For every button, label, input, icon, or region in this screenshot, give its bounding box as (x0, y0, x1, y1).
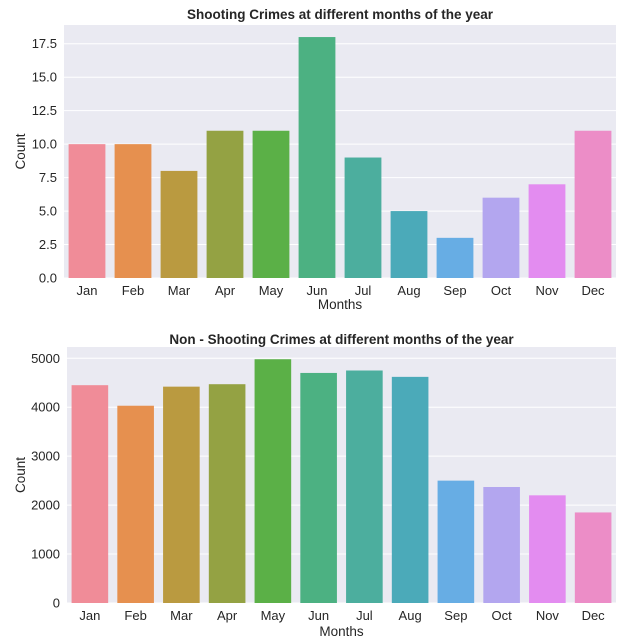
x-tick-label: May (261, 608, 286, 623)
x-axis-label: Months (318, 297, 363, 312)
x-tick-label: Feb (122, 283, 144, 298)
x-tick-label: Aug (399, 608, 422, 623)
bar-may (252, 130, 290, 278)
x-tick-label: Oct (491, 283, 512, 298)
y-tick-label: 17.5 (32, 36, 57, 51)
x-tick-label: May (259, 283, 284, 298)
x-tick-label: Nov (535, 283, 559, 298)
y-tick-label: 4000 (31, 400, 60, 415)
bar-mar (163, 386, 200, 603)
bar-nov (529, 495, 566, 603)
bar-mar (160, 170, 198, 278)
x-tick-label: Feb (124, 608, 146, 623)
y-tick-label: 12.5 (32, 103, 57, 118)
y-tick-label: 7.5 (39, 170, 57, 185)
y-tick-label: 0 (53, 596, 60, 611)
bar-feb (114, 144, 152, 278)
bar-sep (436, 237, 474, 278)
y-tick-label: 5000 (31, 351, 60, 366)
y-tick-label: 0.0 (39, 271, 57, 286)
x-tick-label: Oct (492, 608, 513, 623)
x-tick-label: Dec (582, 608, 606, 623)
y-tick-label: 2000 (31, 498, 60, 513)
bar-jun (298, 37, 336, 278)
x-tick-label: Jun (308, 608, 329, 623)
bar-jan (68, 144, 106, 278)
x-tick-label: Apr (217, 608, 238, 623)
bar-jun (300, 372, 337, 603)
x-tick-label: Jan (79, 608, 100, 623)
bar-jul (346, 370, 383, 603)
x-tick-label: Jul (356, 608, 373, 623)
bar-may (254, 359, 292, 603)
x-tick-label: Jan (77, 283, 98, 298)
y-tick-label: 2.5 (39, 237, 57, 252)
bar-sep (437, 480, 475, 603)
chart-1: 0.0 2.5 5.0 7.5 10.0 12.5 15.0 17.5 Jan Feb Mar Apr… (13, 7, 616, 312)
y-tick-label: 10.0 (32, 137, 57, 152)
bar-jul (344, 157, 382, 278)
bar-nov (528, 184, 566, 278)
x-tick-label: Sep (443, 283, 466, 298)
chart-title: Shooting Crimes at different months of t… (187, 7, 494, 22)
x-tick-label: Sep (444, 608, 467, 623)
bar-dec (574, 512, 612, 603)
bar-oct (483, 486, 520, 603)
x-tick-label: Apr (215, 283, 236, 298)
plot-area (64, 25, 616, 278)
x-tick-label: Dec (581, 283, 605, 298)
x-tick-label: Nov (536, 608, 560, 623)
x-tick-label: Jul (355, 283, 372, 298)
bar-feb (117, 405, 154, 603)
chart-title: Non - Shooting Crimes at different month… (169, 332, 514, 347)
y-axis-label: Count (13, 133, 28, 169)
bar-jan (71, 385, 109, 603)
x-tick-label: Jun (307, 283, 328, 298)
y-tick-label: 1000 (31, 547, 60, 562)
x-tick-label: Mar (168, 283, 191, 298)
chart-2: 0 1000 2000 3000 4000 5000 Jan Feb Mar Apr May Jun J… (13, 332, 616, 639)
x-axis-label: Months (319, 624, 364, 639)
plot-area (67, 347, 616, 603)
bar-apr (206, 130, 244, 278)
y-axis-label: Count (13, 457, 28, 493)
x-tick-label: Mar (170, 608, 193, 623)
x-tick-label: Aug (397, 283, 420, 298)
bar-aug (391, 376, 429, 603)
y-tick-label: 5.0 (39, 204, 57, 219)
bar-aug (390, 211, 428, 278)
y-tick-label: 15.0 (32, 70, 57, 85)
y-tick-label: 3000 (31, 449, 60, 464)
bar-dec (574, 130, 612, 278)
bar-apr (208, 384, 246, 603)
bar-oct (482, 197, 520, 278)
